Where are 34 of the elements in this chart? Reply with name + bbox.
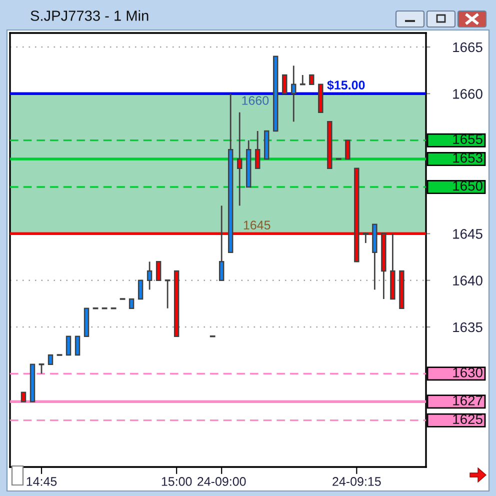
- ref-line-label: 1650: [453, 180, 482, 191]
- candlestick: [156, 261, 162, 281]
- ref-line-label: 1625: [453, 414, 482, 424]
- ref-line-label: 1630: [453, 368, 482, 378]
- chart-title: S.JPJ7733 - 1 Min: [30, 10, 148, 21]
- candlestick: [20, 392, 26, 402]
- candlestick: [218, 204, 224, 282]
- ref-line-label: 1653: [453, 152, 482, 163]
- candlestick: [138, 280, 144, 300]
- candlestick: [291, 64, 296, 122]
- candlestick: [128, 298, 134, 309]
- candlestick: [74, 336, 80, 356]
- candlestick: [146, 260, 152, 290]
- candlestick: [345, 140, 350, 160]
- candlestick: [309, 74, 314, 85]
- y-tick-label: 1665: [453, 42, 482, 52]
- candlestick: [66, 336, 72, 356]
- ref-line-label: 1627: [453, 396, 482, 406]
- y-tick-label: 1645: [453, 229, 482, 239]
- annotation: $15.00: [327, 80, 365, 90]
- x-tick-label: 24-09:15: [332, 477, 381, 486]
- x-tick-label: 14:45: [26, 477, 57, 486]
- x-tick-label: 24-09:00: [198, 477, 246, 486]
- y-tick-label: 1635: [453, 322, 482, 332]
- x-tick-label: 15:00: [162, 477, 192, 486]
- y-tick-label: 1640: [453, 276, 482, 286]
- candlestick: [255, 130, 260, 170]
- annotation: 1660: [242, 96, 269, 105]
- y-tick-label: 1660: [453, 89, 482, 99]
- candlestick: [237, 112, 242, 206]
- candlestick: [48, 354, 54, 365]
- annotation: 1645: [244, 220, 270, 230]
- candlestick: [282, 74, 288, 94]
- ref-line-label: 1655: [453, 134, 482, 144]
